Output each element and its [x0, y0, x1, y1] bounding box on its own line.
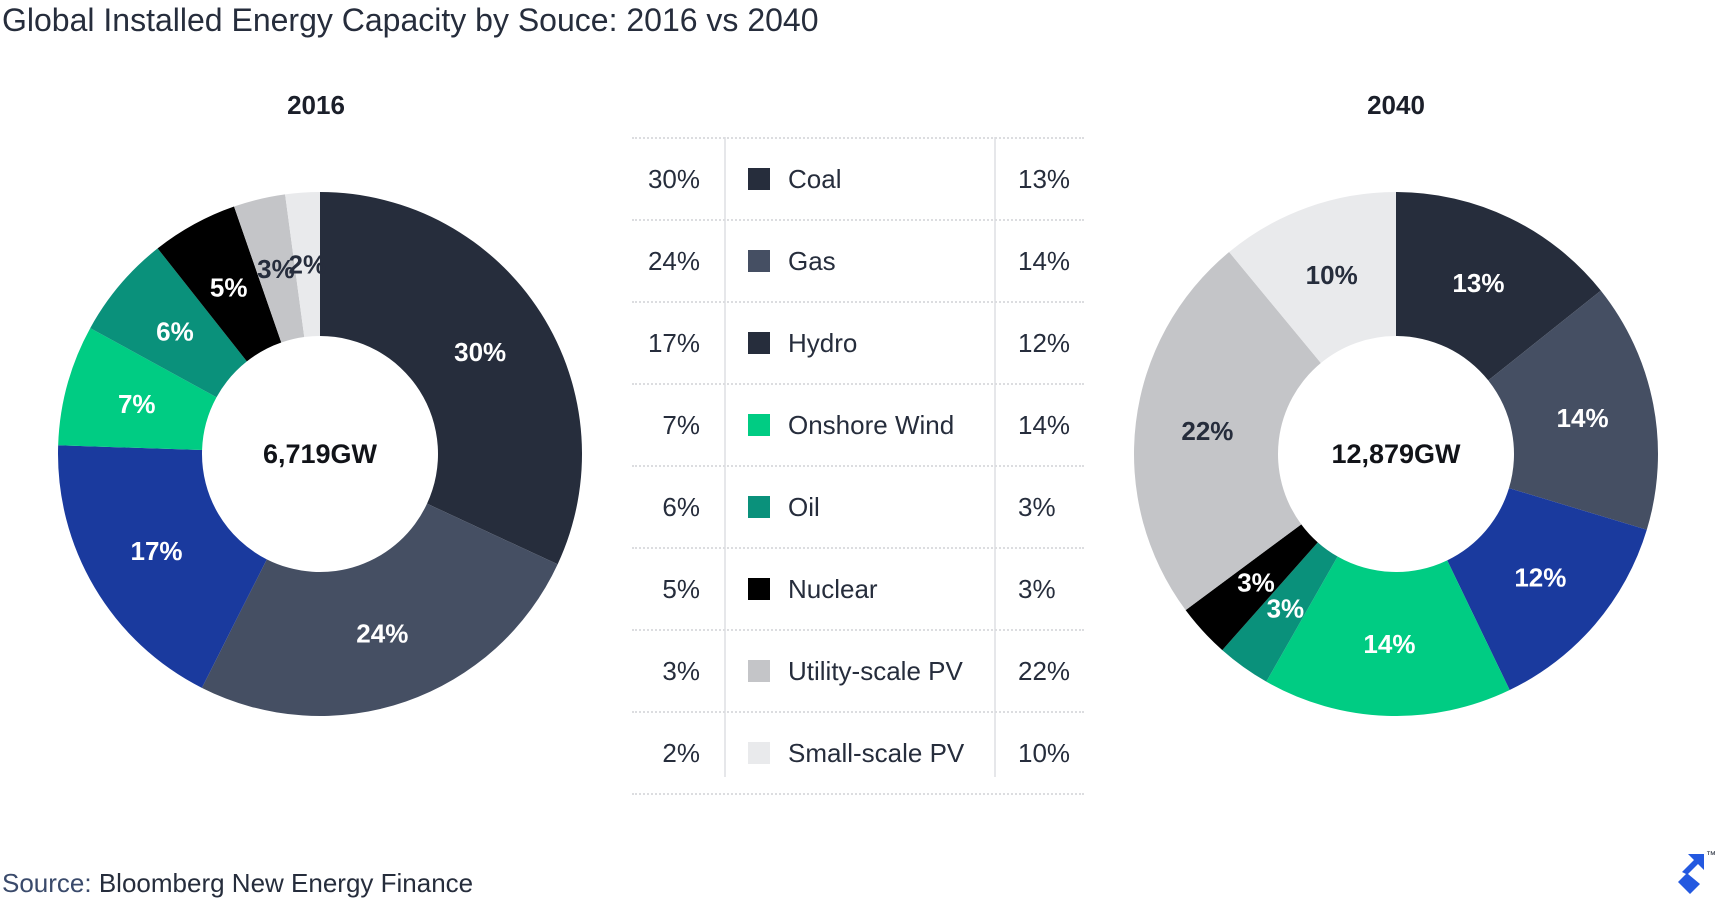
source-prefix: Source:	[2, 868, 92, 898]
slice-oil	[90, 248, 247, 398]
legend-row-oil: 6% Oil 3%	[632, 465, 1084, 547]
slice-utility-scale-pv	[234, 194, 305, 343]
slice-coal	[1396, 192, 1601, 381]
legend-2016-value: 6%	[662, 492, 700, 522]
legend-2040-value: 13%	[1018, 164, 1071, 194]
slice-nuclear	[157, 206, 282, 362]
legend-row-gas: 24% Gas 14%	[632, 219, 1084, 301]
slice-gas	[1488, 290, 1658, 530]
chart-2040-title: 2040	[1367, 90, 1425, 120]
legend-label: Small-scale PV	[788, 738, 965, 768]
legend-label: Hydro	[788, 328, 858, 358]
legend-swatch-gas	[748, 250, 770, 272]
legend-2016-value: 3%	[662, 656, 700, 686]
legend-2016-value: 24%	[647, 246, 700, 276]
toptal-logo-icon: ™	[1678, 850, 1716, 894]
slice-label-gas: 14%	[1557, 403, 1609, 433]
slice-label-nuclear: 5%	[210, 272, 248, 302]
slice-label-coal: 13%	[1452, 268, 1504, 298]
legend-swatch-onshore-wind	[748, 414, 770, 436]
slice-label-hydro: 12%	[1514, 563, 1566, 593]
donut-center-total: 12,879GW	[1331, 439, 1461, 469]
slice-hydro	[1447, 488, 1647, 691]
legend-2040-value: 10%	[1018, 738, 1071, 768]
legend-swatch-utility-scale-pv	[748, 660, 770, 682]
legend-swatch-nuclear	[748, 578, 770, 600]
legend-2016-value: 5%	[662, 574, 700, 604]
donut-chart-2040: 13% 14% 12% 14% 3%3% 22% 10% 12,879GW	[1134, 192, 1658, 716]
slice-nuclear	[1185, 524, 1318, 651]
legend-row-coal: 30% Coal 13%	[632, 137, 1084, 219]
slice-label-oil: 3%	[1267, 593, 1305, 623]
legend-row-onshore-wind: 7% Onshore Wind 14%	[632, 383, 1084, 465]
legend-label: Onshore Wind	[788, 410, 955, 440]
legend-2040-value: 3%	[1018, 492, 1056, 522]
slice-label-onshore-wind: 7%	[118, 389, 156, 419]
slice-label-small-scale-pv: 2%	[289, 249, 327, 279]
logo-trademark: ™	[1706, 850, 1716, 861]
legend-2016-value: 2%	[662, 738, 700, 768]
slice-label-small-scale-pv: 10%	[1306, 260, 1358, 290]
slice-small-scale-pv	[1229, 192, 1396, 364]
legend-label: Utility-scale PV	[788, 656, 963, 686]
legend-row-small-scale-pv: 2% Small-scale PV 10%	[632, 711, 1084, 795]
page-title: Global Installed Energy Capacity by Souc…	[2, 2, 819, 38]
chart-2016-title: 2016	[287, 90, 345, 120]
legend-label: Nuclear	[788, 574, 878, 604]
donut-chart-2016: 30% 24% 17% 7% 6% 5% 3%2% 6,719GW	[57, 192, 582, 716]
slice-utility-scale-pv	[1134, 252, 1321, 611]
legend-2040-value: 14%	[1018, 410, 1071, 440]
legend-2016-value: 30%	[647, 164, 700, 194]
legend-table: 30% Coal 13% 24% Gas 14% 17% Hydro 12% 7…	[632, 137, 1084, 795]
slice-onshore-wind	[1266, 556, 1510, 716]
legend-2040-value: 14%	[1018, 246, 1071, 276]
slice-onshore-wind	[58, 328, 217, 451]
legend-label: Gas	[788, 246, 836, 276]
slice-label-hydro: 17%	[131, 536, 183, 566]
legend-swatch-coal	[748, 168, 770, 190]
legend-2040-value: 22%	[1018, 656, 1071, 686]
legend-row-hydro: 17% Hydro 12%	[632, 301, 1084, 383]
legend-swatch-small-scale-pv	[748, 742, 770, 764]
legend-2040-value: 12%	[1018, 328, 1071, 358]
source-name: Bloomberg New Energy Finance	[98, 868, 474, 898]
legend-label: Coal	[788, 164, 842, 194]
legend-2016-value: 7%	[662, 410, 700, 440]
legend-swatch-oil	[748, 496, 770, 518]
legend-label: Oil	[788, 492, 820, 522]
legend-2040-value: 3%	[1018, 574, 1056, 604]
slice-label-oil: 6%	[156, 316, 194, 346]
legend-row-utility-scale-pv: 3% Utility-scale PV 22%	[632, 629, 1084, 711]
legend-divider-left	[724, 137, 726, 777]
legend-swatch-hydro	[748, 332, 770, 354]
slice-label-coal: 30%	[454, 337, 506, 367]
slice-label-utility-scale-pv: 3%	[257, 254, 295, 284]
legend-divider-right	[994, 137, 996, 777]
slice-gas	[201, 503, 558, 716]
logo-mark	[1678, 854, 1704, 894]
legend-row-nuclear: 5% Nuclear 3%	[632, 547, 1084, 629]
slice-label-nuclear: 3%	[1237, 567, 1275, 597]
donut-center-total: 6,719GW	[263, 439, 378, 469]
slice-oil	[1222, 542, 1338, 682]
slice-label-utility-scale-pv: 22%	[1181, 416, 1233, 446]
slice-label-gas: 24%	[356, 618, 408, 648]
slice-coal	[320, 192, 582, 565]
slice-label-onshore-wind: 14%	[1363, 629, 1415, 659]
slice-small-scale-pv	[285, 192, 320, 338]
source-note: Source: Bloomberg New Energy Finance	[2, 866, 473, 900]
legend-2016-value: 17%	[647, 328, 700, 358]
slice-hydro	[57, 445, 267, 688]
